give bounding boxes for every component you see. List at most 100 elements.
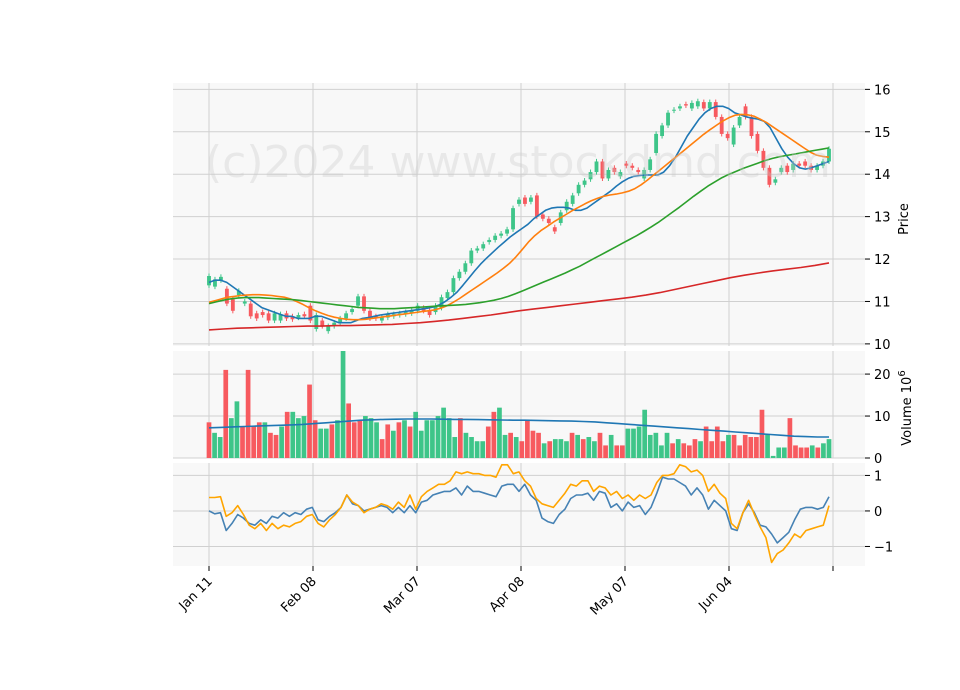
volume-bar — [564, 441, 569, 458]
volume-bar — [290, 411, 296, 458]
candle-body — [493, 235, 498, 240]
candle-body — [356, 296, 360, 306]
volume-bar — [469, 437, 474, 458]
candle-body — [588, 172, 593, 180]
volume-panel: 0 10 20 — [173, 351, 891, 467]
volume-bar — [430, 420, 435, 458]
candle-body — [260, 312, 265, 316]
candle-body — [368, 310, 372, 319]
volume-bar — [720, 441, 726, 458]
candle-body — [749, 116, 754, 137]
candle-body — [350, 309, 354, 313]
volume-bar — [402, 420, 407, 458]
volume-bar — [675, 439, 681, 458]
volume-bar — [351, 422, 357, 458]
volume-bar — [357, 420, 363, 458]
volume-bar — [742, 434, 748, 458]
candle-body — [517, 199, 521, 204]
candle-body — [564, 201, 569, 211]
candle-body — [731, 127, 736, 145]
volume-bar — [446, 418, 452, 458]
candle-body — [612, 167, 617, 173]
candle-body — [534, 195, 539, 217]
volume-bar — [441, 407, 446, 458]
volume-bar — [284, 411, 290, 458]
candle-body — [427, 309, 432, 316]
candle-body — [445, 292, 450, 299]
candle-body — [290, 316, 295, 320]
candle-body — [576, 184, 581, 194]
price-tick-label: 12 — [874, 253, 891, 268]
candle-body — [320, 320, 325, 327]
volume-bar — [575, 434, 581, 458]
volume-bar — [485, 426, 491, 458]
volume-axis-title: Volume 106 — [897, 370, 915, 445]
volume-bar — [418, 430, 424, 458]
candle-body — [272, 313, 277, 321]
candle-body — [678, 106, 682, 109]
volume-bar — [670, 443, 675, 458]
oscillator-background — [173, 463, 865, 566]
volume-bar — [776, 447, 782, 458]
candle-body — [815, 165, 819, 170]
volume-bar — [519, 441, 525, 458]
volume-bar — [698, 441, 703, 458]
candle-body — [242, 301, 247, 304]
candle-body — [737, 116, 742, 126]
volume-bar — [603, 445, 608, 458]
candle-body — [213, 279, 217, 287]
candle-body — [475, 248, 480, 251]
volume-bar — [547, 441, 553, 458]
candle-body — [761, 150, 766, 168]
candle-body — [755, 133, 760, 151]
volume-bar — [631, 428, 636, 458]
price-tick-label: 11 — [874, 295, 891, 310]
volume-bar — [687, 445, 692, 458]
volume-bar — [474, 441, 480, 458]
candle-body — [248, 303, 253, 317]
candle-body — [719, 116, 724, 134]
volume-bar — [625, 428, 631, 458]
volume-bar — [809, 445, 815, 458]
price-ma-line-1 — [208, 105, 830, 324]
oscillator-tick-label: 1 — [874, 469, 882, 484]
candle-body — [624, 163, 629, 166]
volume-bar — [692, 439, 698, 458]
candle-body — [642, 169, 647, 179]
volume-bar — [374, 422, 379, 458]
volume-bar — [726, 434, 731, 458]
candle-body — [308, 305, 313, 321]
candle-body — [791, 163, 796, 170]
volume-bar — [681, 443, 687, 458]
candle-body — [666, 112, 670, 126]
volume-bar — [228, 418, 234, 458]
volume-bar — [580, 439, 586, 458]
volume-bar — [815, 447, 821, 458]
price-ma-line-3 — [208, 147, 830, 310]
volume-bar — [513, 437, 519, 458]
candle-body — [362, 296, 366, 311]
volume-bar — [804, 447, 810, 458]
volume-axis-exponent: 6 — [897, 370, 908, 376]
volume-tick-label: 10 — [874, 410, 891, 425]
volume-bar — [307, 384, 312, 458]
volume-bar — [737, 445, 742, 458]
candle-body — [296, 315, 301, 318]
candle-body — [278, 314, 283, 321]
candle-body — [743, 106, 748, 117]
oscillator-panel: −1 0 1 — [173, 463, 893, 566]
price-axis-title: Price — [897, 203, 912, 235]
candle-body — [219, 276, 223, 281]
candle-body — [654, 133, 659, 153]
candle-body — [463, 263, 468, 272]
candle-body — [689, 102, 694, 109]
volume-bar — [787, 418, 793, 458]
candle-body — [779, 167, 784, 173]
volume-bar — [273, 434, 279, 458]
volume-bar — [586, 437, 592, 458]
x-axis: Jan 11 Feb 08 Mar 07 Apr 08 May 07 Jun 04 — [176, 566, 834, 618]
volume-bar — [223, 369, 229, 458]
volume-bar — [457, 418, 463, 458]
volume-bar — [296, 418, 301, 458]
